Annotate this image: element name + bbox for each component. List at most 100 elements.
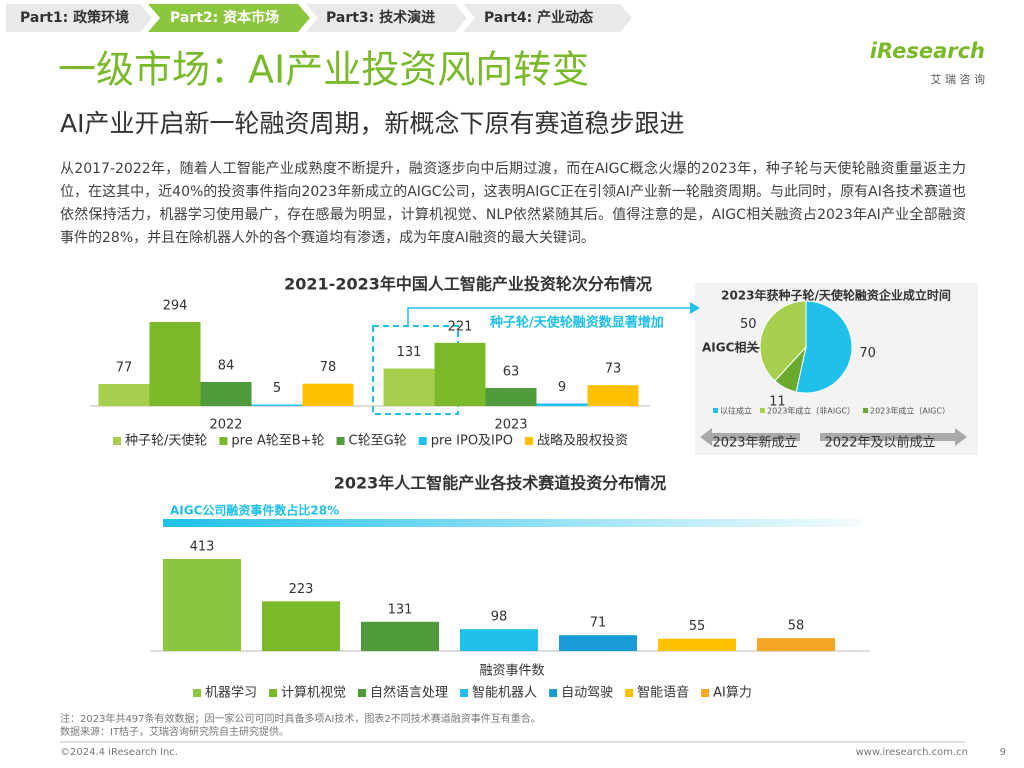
bar: [302, 383, 354, 406]
x-tick-label: 2022: [209, 418, 242, 433]
legend-label: 2023年成立（非AIGC）: [767, 406, 855, 416]
tab-label[interactable]: Part3: 技术演进: [326, 9, 435, 26]
bar: [149, 322, 201, 406]
bar: [460, 629, 538, 651]
annotation: 种子轮/天使轮融资数显著增加: [489, 315, 664, 331]
bar: [163, 559, 241, 651]
value-label: 294: [163, 299, 188, 314]
pie-slice: [759, 300, 807, 382]
value-label: 223: [289, 582, 314, 597]
value-label: 70: [859, 346, 876, 361]
page-number: 9: [1000, 747, 1006, 758]
bar: [251, 404, 303, 406]
body-text: 从2017-2022年，随着人工智能产业成熟度不断提升，融资逐步向中后期过渡，而…: [60, 161, 966, 246]
value-label: 221: [448, 319, 473, 334]
arrow: [820, 428, 967, 446]
logo: iResearch: [870, 39, 985, 63]
annotation: 2022年及以前成立: [824, 435, 935, 451]
x-tick-label: 2023: [494, 418, 527, 433]
bar: [757, 638, 835, 651]
legend-swatch: [358, 689, 367, 697]
legend-label: 2023年成立（AIGC）: [870, 406, 950, 416]
value-label: 131: [388, 602, 413, 617]
tab[interactable]: [306, 4, 467, 32]
value-label: 77: [116, 361, 133, 376]
value-label: 55: [689, 619, 706, 634]
tab-active[interactable]: [148, 4, 310, 32]
legend-swatch: [862, 408, 868, 413]
tab[interactable]: [463, 4, 632, 32]
legend-label: 种子轮/天使轮: [125, 433, 207, 449]
legend-swatch: [701, 689, 710, 697]
connector: [407, 307, 690, 326]
copyright: ©2024.4 iResearch Inc.: [60, 747, 178, 758]
bar: [383, 368, 435, 406]
bar: [434, 342, 486, 406]
legend-swatch: [524, 437, 533, 445]
value-label: 98: [491, 610, 508, 625]
tab-label[interactable]: Part2: 资本市场: [170, 9, 279, 26]
legend-swatch: [269, 689, 278, 697]
legend-label: 自动驾驶: [561, 686, 613, 701]
legend-swatch: [760, 408, 765, 413]
tab-label[interactable]: Part1: 政策环境: [20, 9, 129, 26]
value-label: 71: [590, 616, 607, 631]
source: 数据来源：IT桔子，艾瑞咨询研究院自主研究提供。: [60, 725, 289, 738]
chart-title: 2023年人工智能产业各技术赛道投资分布情况: [334, 474, 667, 493]
legend-swatch: [549, 689, 558, 697]
url: www.iresearch.com.cn: [856, 747, 968, 758]
legend-label: 战略及股权投资: [537, 433, 628, 449]
legend-label: 计算机视觉: [281, 686, 346, 701]
bar: [587, 385, 639, 406]
value-label: 84: [218, 359, 235, 374]
annotation: AIGC相关: [702, 340, 758, 355]
bar: [98, 384, 150, 406]
value-label: 50: [740, 317, 757, 332]
legend-label: 智能机器人: [472, 686, 537, 701]
legend-swatch: [418, 437, 427, 445]
logo-cn: 艾 瑞 咨 询: [931, 72, 986, 86]
value-label: 78: [320, 360, 337, 375]
bar: [361, 621, 439, 651]
value-label: 58: [788, 619, 805, 634]
legend-label: AI算力: [713, 686, 752, 701]
legend-swatch: [625, 689, 634, 697]
note: 注：2023年共497条有效数据；因一家公司可同时具备多项AI技术，图表2不同技…: [60, 712, 541, 725]
bar: [658, 638, 736, 651]
highlight-box: [372, 325, 459, 415]
pie-slice: [795, 300, 853, 394]
axis-label: 融资事件数: [479, 664, 544, 679]
legend-label: pre A轮至B+轮: [231, 434, 324, 449]
arrow: [700, 428, 800, 446]
value-label: 63: [503, 365, 520, 380]
tab[interactable]: [6, 4, 152, 32]
value-label: 9: [558, 380, 566, 395]
annotation-bar: [163, 519, 863, 527]
legend-swatch: [460, 689, 469, 697]
legend-label: 机器学习: [205, 685, 257, 701]
value-label: 413: [190, 540, 215, 555]
tab-label[interactable]: Part4: 产业动态: [484, 9, 593, 26]
legend-swatch: [713, 408, 718, 413]
bar: [559, 635, 637, 651]
value-label: 5: [273, 381, 281, 396]
chart-title: 2021-2023年中国人工智能产业投资轮次分布情况: [284, 275, 652, 294]
value-label: 131: [397, 345, 422, 360]
legend-swatch: [193, 689, 201, 697]
legend-swatch: [113, 437, 121, 445]
legend-label: C轮至G轮: [349, 434, 407, 449]
title: 一级市场：AI产业投资风向转变: [58, 48, 589, 92]
legend-label: 自然语言处理: [370, 685, 448, 701]
bar: [200, 382, 252, 406]
value-label: 11: [769, 395, 786, 410]
legend-label: 以往成立: [720, 406, 752, 416]
arrow: [690, 302, 700, 314]
legend-label: 智能语音: [637, 685, 689, 701]
legend-label: pre IPO及IPO: [431, 434, 513, 449]
bar: [262, 601, 340, 651]
annotation: AIGC公司融资事件数占比28%: [170, 503, 339, 518]
annotation: 2023年新成立: [712, 435, 797, 451]
subtitle: AI产业开启新一轮融资周期，新概念下原有赛道稳步跟进: [60, 109, 684, 138]
